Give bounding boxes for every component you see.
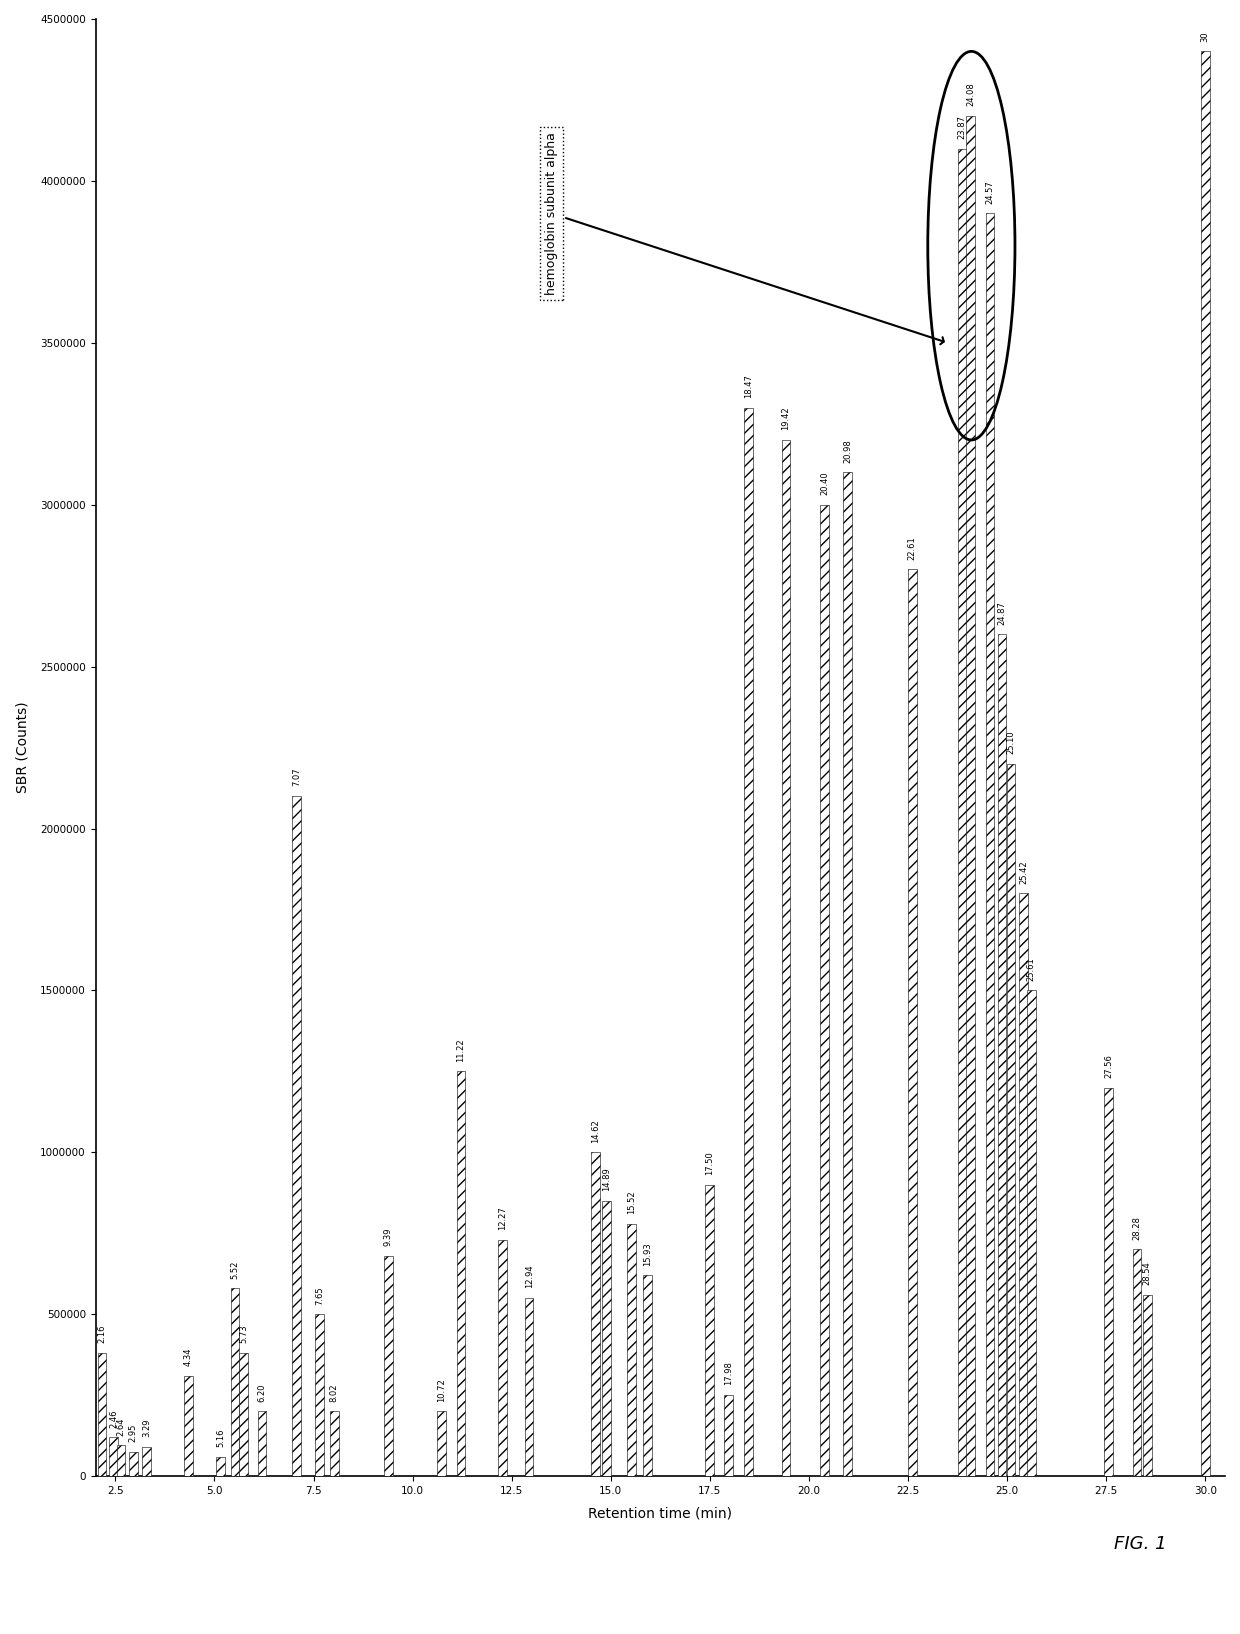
Bar [706,1185,714,1476]
Bar [821,505,830,1476]
Text: 11.22: 11.22 [456,1038,465,1062]
Text: 2.46: 2.46 [109,1409,118,1428]
Text: 24.87: 24.87 [997,601,1007,624]
Bar [98,1353,107,1476]
Text: hemoglobin subunit alpha: hemoglobin subunit alpha [544,132,944,345]
Bar [217,1456,226,1476]
Text: 7.65: 7.65 [315,1286,324,1304]
Text: 6.20: 6.20 [258,1382,267,1402]
Text: 14.89: 14.89 [601,1167,611,1191]
Bar [724,1395,733,1476]
Bar [1104,1088,1112,1476]
Text: 15.52: 15.52 [627,1190,636,1214]
Bar [603,1201,611,1476]
Text: 28.28: 28.28 [1132,1216,1142,1240]
Text: 28.54: 28.54 [1143,1261,1152,1284]
Bar [456,1072,465,1476]
Text: 12.94: 12.94 [525,1265,533,1288]
Bar [1143,1294,1152,1476]
Bar [1007,763,1016,1476]
Bar [184,1376,192,1476]
Bar [627,1224,636,1476]
Bar [109,1438,118,1476]
Bar [591,1152,600,1476]
Text: 14.62: 14.62 [591,1119,600,1142]
Text: 4.34: 4.34 [184,1348,192,1366]
Text: 2.64: 2.64 [117,1417,125,1436]
Text: 10.72: 10.72 [436,1377,445,1402]
Bar [644,1276,652,1476]
Text: 20.40: 20.40 [820,471,830,495]
Y-axis label: SBR (Counts): SBR (Counts) [15,701,29,794]
Bar [525,1297,533,1476]
Bar [129,1453,138,1476]
Text: 18.47: 18.47 [744,374,753,397]
X-axis label: Retention time (min): Retention time (min) [588,1507,733,1521]
Bar [315,1314,324,1476]
Text: 30: 30 [1200,31,1210,41]
Bar [997,634,1006,1476]
Bar [959,149,967,1476]
Text: 5.52: 5.52 [231,1260,239,1279]
Text: 24.57: 24.57 [986,180,994,204]
Text: 12.27: 12.27 [498,1206,507,1230]
Text: 7.07: 7.07 [291,768,301,786]
Text: 25.61: 25.61 [1027,958,1035,980]
Text: 5.16: 5.16 [216,1428,226,1448]
Bar [744,407,753,1476]
Text: 2.16: 2.16 [98,1325,107,1343]
Bar [1027,990,1035,1476]
Text: 25.10: 25.10 [1007,730,1016,753]
Text: 25.42: 25.42 [1019,859,1028,884]
Text: 5.73: 5.73 [239,1325,248,1343]
Text: 17.98: 17.98 [724,1361,733,1386]
Text: 9.39: 9.39 [384,1227,393,1247]
Bar [498,1240,507,1476]
Bar [781,440,790,1476]
Bar [1132,1250,1141,1476]
Text: 15.93: 15.93 [644,1242,652,1266]
Bar [293,796,301,1476]
Text: 22.61: 22.61 [908,536,916,560]
Bar [117,1446,125,1476]
Bar [239,1353,248,1476]
Text: 3.29: 3.29 [143,1418,151,1438]
Text: 24.08: 24.08 [966,83,975,106]
Text: 27.56: 27.56 [1104,1054,1114,1078]
Bar [1019,894,1028,1476]
Bar [258,1412,267,1476]
Text: 2.95: 2.95 [129,1423,138,1443]
Bar [843,472,852,1476]
Bar [231,1288,239,1476]
Bar [143,1448,151,1476]
Text: 23.87: 23.87 [957,114,967,139]
Text: 8.02: 8.02 [330,1382,339,1402]
Text: FIG. 1: FIG. 1 [1115,1534,1167,1554]
Text: 17.50: 17.50 [706,1152,714,1175]
Text: 20.98: 20.98 [843,440,852,462]
Bar [1200,51,1209,1476]
Bar [966,116,975,1476]
Bar [436,1412,445,1476]
Bar [908,570,916,1476]
Bar [330,1412,339,1476]
Bar [384,1257,393,1476]
Text: 19.42: 19.42 [781,407,790,430]
Bar [986,214,994,1476]
